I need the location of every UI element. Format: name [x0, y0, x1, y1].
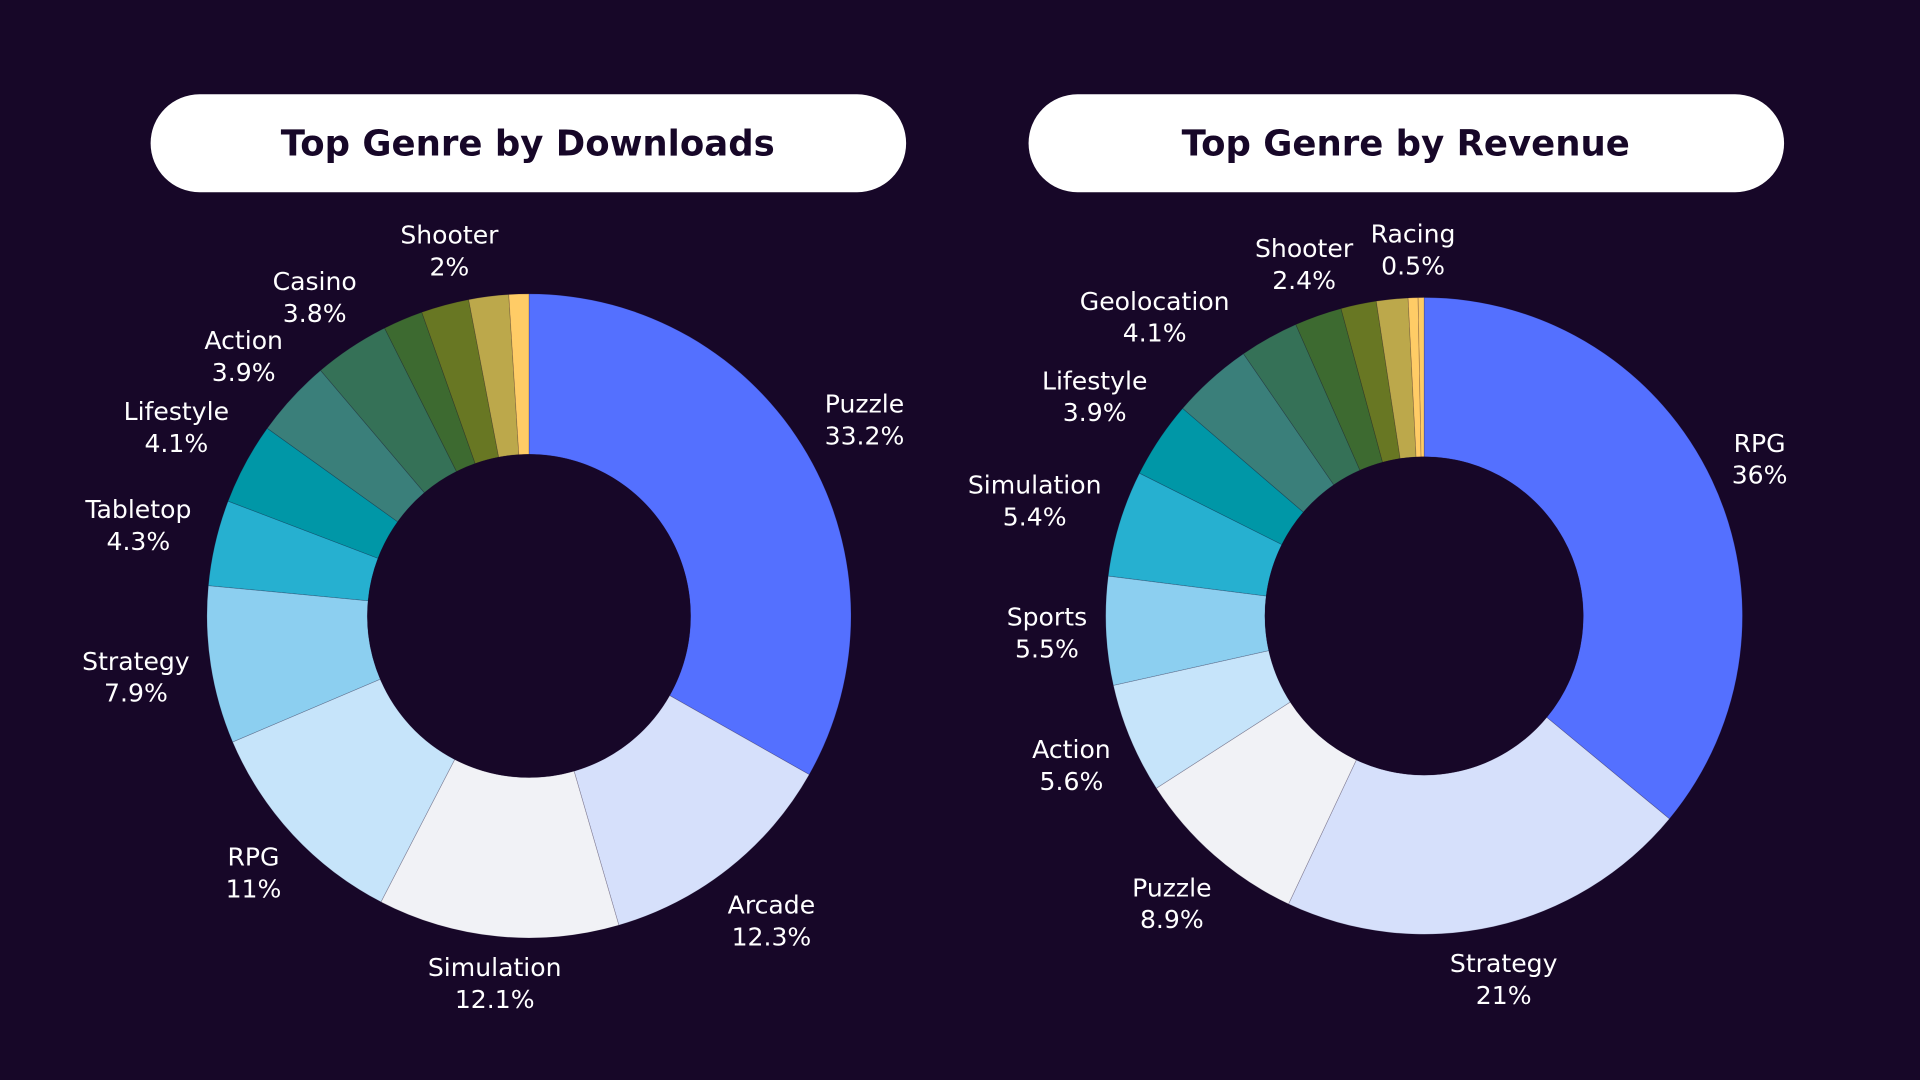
- slice-label-puzzle: Puzzle 8.9%: [1132, 873, 1211, 934]
- slice-label-lifestyle: Lifestyle 3.9%: [1042, 366, 1147, 427]
- slice-label-puzzle: Puzzle 33.2%: [825, 390, 905, 451]
- slice-label-simulation: Simulation 12.1%: [428, 953, 562, 1014]
- chart-title-downloads: Top Genre by Downloads: [281, 124, 775, 165]
- slice-label-rpg: RPG 36%: [1732, 429, 1788, 490]
- donut-slice-rpg: [1423, 297, 1743, 820]
- slice-label-arcade: Arcade 12.3%: [728, 890, 815, 951]
- slice-label-tabletop: Tabletop 4.3%: [84, 495, 191, 556]
- chart-revenue: Top Genre by Revenue RPG 36% Strategy 21% Pu…: [968, 94, 1788, 1010]
- slice-label-simulation: Simulation 5.4%: [968, 470, 1102, 531]
- slice-label-action: Action 5.6%: [1032, 735, 1111, 796]
- chart-downloads: Top Genre by Downloads Puzzle 33.2% Arcade…: [82, 94, 907, 1014]
- slice-labels-downloads: Puzzle 33.2% Arcade 12.3% Simulation 12.1% RPG…: [82, 221, 904, 1014]
- slice-label-strategy: Strategy 21%: [1450, 949, 1558, 1010]
- title-pill-revenue: [1028, 94, 1785, 193]
- slice-label-racing: Racing 0.5%: [1371, 219, 1456, 280]
- chart-title-revenue: Top Genre by Revenue: [1182, 124, 1630, 165]
- slice-label-strategy: Strategy 7.9%: [82, 647, 190, 708]
- donut-hole: [367, 454, 691, 778]
- slice-label-action: Action 3.9%: [204, 326, 283, 387]
- donut-slices-revenue: [1105, 297, 1743, 935]
- slice-label-casino: Casino 3.8%: [273, 267, 357, 328]
- slice-label-geolocation: Geolocation 4.1%: [1080, 287, 1230, 348]
- title-pill-downloads: [150, 94, 907, 193]
- slice-label-shooter: Shooter 2%: [400, 221, 499, 282]
- slice-label-lifestyle: Lifestyle 4.1%: [124, 397, 229, 458]
- slice-labels-revenue: RPG 36% Strategy 21% Puzzle 8.9% Action 5.6% Spo…: [968, 219, 1788, 1010]
- donut-hole: [1264, 456, 1584, 776]
- slice-label-sports: Sports 5.5%: [1007, 603, 1087, 664]
- donut-slices-downloads: [206, 293, 852, 939]
- slice-label-rpg: RPG 11%: [226, 843, 282, 904]
- slice-label-shooter: Shooter 2.4%: [1255, 234, 1354, 295]
